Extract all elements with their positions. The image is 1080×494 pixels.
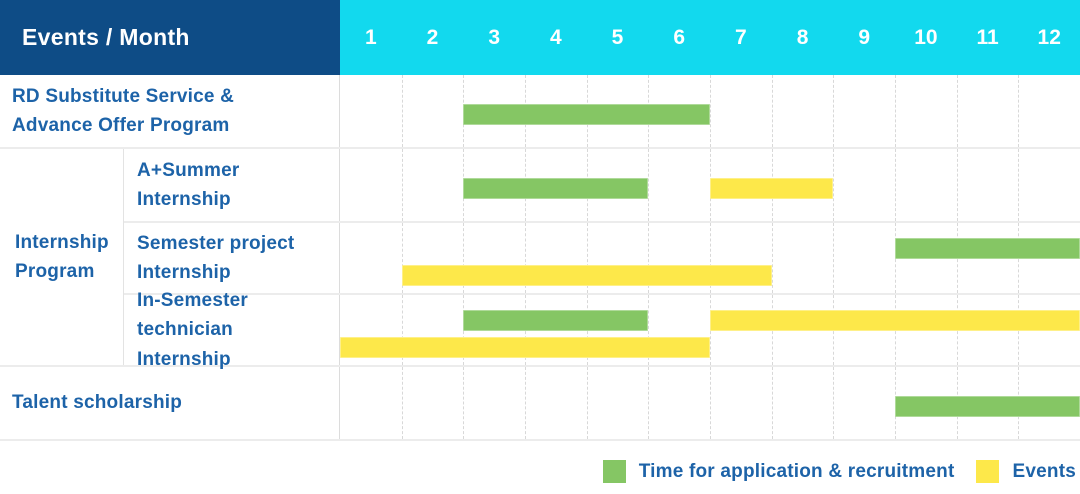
events-month-header-cell: Events / Month [0, 0, 340, 75]
table-header: Events / Month 1 2 3 4 5 6 7 8 9 10 11 12 [0, 0, 1080, 75]
table-row: A+Summer Internship [124, 149, 1080, 221]
month-label: 3 [488, 25, 501, 49]
legend-label-events: Events [1012, 460, 1076, 482]
month-label: 5 [611, 25, 624, 49]
month-gridline [1018, 75, 1020, 147]
internship-program-group-row: Internship Program A+Summer Internship S… [0, 147, 1080, 370]
month-gridline [401, 223, 403, 293]
month-gridline [833, 223, 835, 293]
month-gridline [1018, 149, 1020, 221]
month-gridline [463, 223, 465, 293]
row-label-a-plus-summer: A+Summer Internship [124, 149, 340, 221]
event-bar [710, 310, 1080, 331]
table-row: Semester project Internship [124, 221, 1080, 293]
month-gridline [771, 223, 773, 293]
month-gridline [463, 367, 465, 439]
month-gridline [586, 223, 588, 293]
event-bar [710, 178, 834, 199]
month-gridline [833, 367, 835, 439]
table-row: In-Semester technician Internship [124, 290, 1080, 370]
application-bar [463, 310, 649, 331]
month-label: 11 [976, 25, 999, 49]
timeline-cell-a-plus-summer [340, 149, 1080, 221]
legend-item-events: Events [976, 460, 1076, 483]
legend: Time for application & recruitment Event… [0, 460, 1080, 483]
month-gridline [710, 223, 711, 293]
legend-label-application: Time for application & recruitment [638, 460, 955, 482]
row-label-talent-scholarship: Talent scholarship [0, 367, 340, 439]
month-gridline [956, 75, 958, 147]
row-label-semester-project: Semester project Internship [124, 223, 340, 293]
month-label: 4 [550, 25, 562, 49]
month-gridline [833, 75, 835, 147]
month-gridline [833, 149, 835, 221]
timeline-cell-rd-substitute [340, 75, 1080, 147]
timeline-cell-semester-project [340, 223, 1080, 293]
timeline-cell-talent-scholarship [340, 367, 1080, 439]
application-bar [463, 178, 649, 199]
month-gridline [401, 149, 403, 221]
legend-item-application: Time for application & recruitment [602, 460, 955, 483]
month-gridline [648, 367, 650, 439]
month-label: 9 [858, 25, 871, 49]
month-label: 8 [796, 25, 809, 49]
month-label: 10 [914, 25, 938, 49]
event-bar [340, 337, 710, 358]
table-row: Talent scholarship [0, 365, 1080, 439]
month-gridline [525, 367, 526, 439]
month-gridline [771, 75, 773, 147]
table-body: RD Substitute Service & Advance Offer Pr… [0, 75, 1080, 441]
group-label-internship-program: Internship Program [0, 149, 124, 365]
month-gridline [401, 367, 403, 439]
month-gridline [525, 223, 526, 293]
month-label: 6 [673, 25, 686, 49]
internship-subrows: A+Summer Internship Semester project Int… [124, 149, 1080, 370]
month-header-row: 1 2 3 4 5 6 7 8 9 10 11 12 [340, 0, 1080, 75]
month-gridline [895, 149, 896, 221]
row-label-in-semester-technician: In-Semester technician Internship [124, 290, 340, 370]
timeline-cell-in-semester-technician [340, 295, 1080, 365]
table-row: RD Substitute Service & Advance Offer Pr… [0, 75, 1080, 147]
month-gridline [648, 149, 650, 221]
month-gridline [401, 295, 403, 365]
row-label-rd-substitute: RD Substitute Service & Advance Offer Pr… [0, 75, 340, 147]
month-label: 12 [1037, 25, 1061, 49]
month-gridline [956, 149, 958, 221]
application-swatch-icon [602, 460, 626, 483]
month-gridline [648, 223, 650, 293]
application-bar [895, 238, 1080, 259]
application-bar [463, 104, 710, 125]
month-gridline [895, 75, 896, 147]
month-gridline [648, 295, 650, 365]
event-bar [401, 265, 772, 286]
month-gridline [771, 367, 773, 439]
month-label: 7 [735, 25, 747, 49]
month-gridline [710, 75, 711, 147]
month-label: 2 [426, 25, 439, 49]
application-bar [895, 396, 1080, 417]
month-gridline [710, 367, 711, 439]
month-gridline [586, 367, 588, 439]
month-label: 1 [364, 25, 377, 49]
event-swatch-icon [976, 460, 1000, 483]
month-gridline [401, 75, 403, 147]
